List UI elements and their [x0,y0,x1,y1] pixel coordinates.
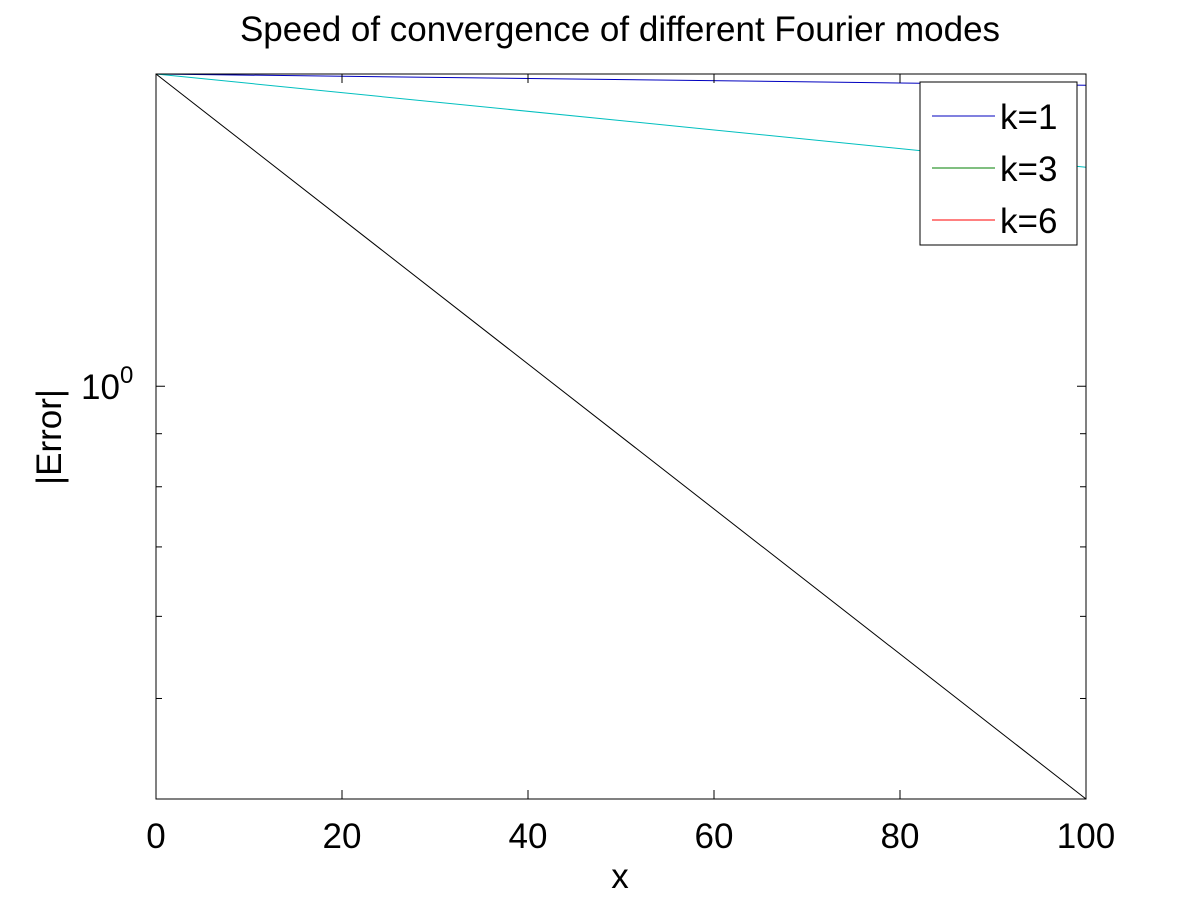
x-tick-label: 80 [881,817,920,856]
y-axis-label: |Error| [30,389,69,485]
x-tick-label: 60 [695,817,734,856]
x-tick-label: 0 [146,817,165,856]
y-tick-label: 100 [81,362,133,407]
axis-layer: 0 20 40 60 80 100 100 [81,73,1115,856]
chart-title: Speed of convergence of different Fourie… [240,10,1000,49]
x-tick-label: 20 [323,817,362,856]
legend-label: k=6 [1000,202,1057,241]
legend-box [919,81,1078,246]
legend: k=1 k=3 k=6 [919,81,1078,246]
x-axis-label: x [611,857,629,896]
x-tick-label: 100 [1057,817,1115,856]
series-line-3 [155,73,1087,800]
x-tick-label: 40 [509,817,548,856]
legend-label: k=1 [1000,98,1057,137]
plot-frame [155,73,1087,800]
legend-label: k=3 [1000,150,1057,189]
